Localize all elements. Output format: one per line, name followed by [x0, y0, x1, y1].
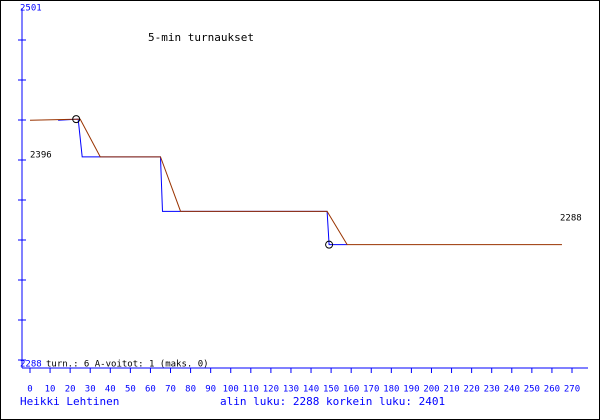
x-tick-label: 230 [484, 385, 500, 395]
y-top-label: 2501 [20, 4, 42, 14]
x-tick-label: 240 [504, 385, 520, 395]
x-tick-label: 260 [544, 385, 560, 395]
x-tick-label: 70 [165, 385, 176, 395]
x-tick-label: 130 [283, 385, 299, 395]
x-tick-label: 20 [65, 385, 76, 395]
x-tick-label: 170 [363, 385, 379, 395]
info: turn.: 6 A-voitot: 1 (maks. 0) [46, 360, 209, 370]
x-tick-label: 10 [45, 385, 56, 395]
x-tick-label: 140 [303, 385, 319, 395]
x-tick-label: 160 [343, 385, 359, 395]
chart-title: 5-min turnaukset [148, 31, 254, 44]
annotation: 2288 [560, 214, 582, 224]
x-tick-label: 30 [85, 385, 96, 395]
footer-stats: alin luku: 2288 korkein luku: 2401 [220, 395, 445, 408]
x-tick-label: 250 [524, 385, 540, 395]
marker [72, 115, 81, 124]
x-tick-label: 50 [125, 385, 136, 395]
annotation: 2396 [30, 151, 52, 161]
x-tick-label: 150 [323, 385, 339, 395]
x-tick-label: 270 [564, 385, 580, 395]
x-tick-label: 100 [223, 385, 239, 395]
x-tick-label: 60 [145, 385, 156, 395]
x-tick-label: 110 [243, 385, 259, 395]
marker [325, 240, 334, 249]
series-line [58, 118, 348, 246]
x-tick-label: 120 [263, 385, 279, 395]
x-tick-label: 220 [463, 385, 479, 395]
x-tick-label: 80 [185, 385, 196, 395]
x-tick-label: 90 [205, 385, 216, 395]
x-tick-label: 210 [443, 385, 459, 395]
x-tick-label: 190 [403, 385, 419, 395]
x-tick-label: 0 [27, 385, 32, 395]
x-tick-label: 180 [383, 385, 399, 395]
footer-author: Heikki Lehtinen [20, 395, 119, 408]
y-bottom-label: 2288 [20, 360, 42, 370]
x-tick-label: 40 [105, 385, 116, 395]
x-tick-label: 200 [423, 385, 439, 395]
series-line [29, 118, 562, 246]
